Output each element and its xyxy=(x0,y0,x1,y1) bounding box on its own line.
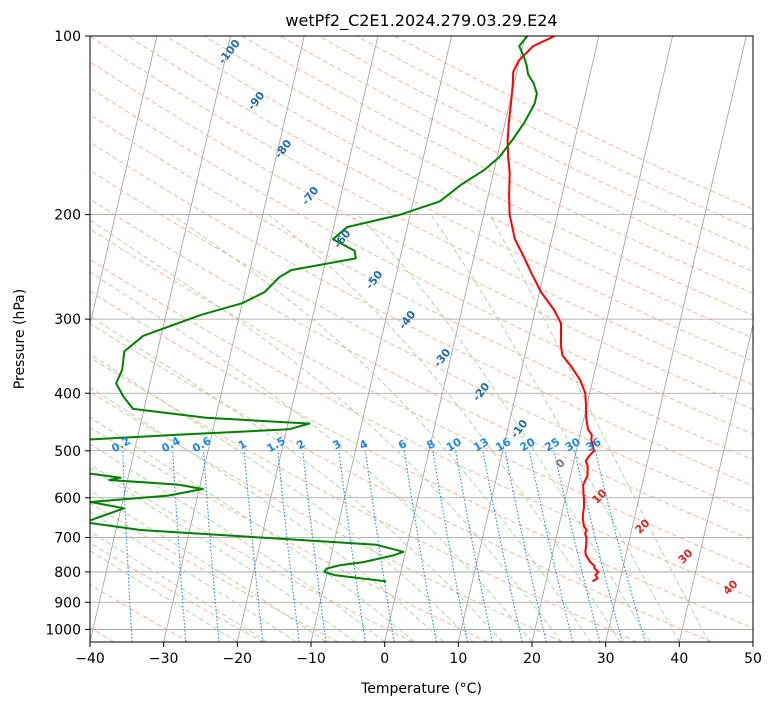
dry-adiabat-line xyxy=(90,61,753,410)
mixing-ratio-line xyxy=(553,450,601,642)
isotherm-line xyxy=(384,36,526,642)
mixing-ratio-line xyxy=(122,450,133,642)
y-tick-label: 300 xyxy=(54,312,81,328)
dry-adiabat-line xyxy=(165,36,753,339)
mixing-ratio-line xyxy=(504,450,547,642)
isotherm-line xyxy=(531,36,673,642)
moist-adiabat-line xyxy=(90,443,386,642)
moist-adiabat-line xyxy=(90,510,297,642)
moist-adiabat-line xyxy=(90,353,474,642)
y-tick-label: 900 xyxy=(54,595,81,611)
moist-adiabat-line xyxy=(90,219,562,642)
mixing-ratio-line xyxy=(455,450,493,642)
mixing-ratio-line xyxy=(573,450,623,642)
moist-adiabat-line xyxy=(90,386,444,642)
moist-adiabat-line xyxy=(171,214,592,642)
moist-adiabat-line xyxy=(90,489,326,642)
y-tick-label: 1000 xyxy=(45,622,81,638)
isotherm-line xyxy=(163,36,305,642)
x-tick-label: 0 xyxy=(380,651,389,667)
mixing-ratio-line xyxy=(202,450,220,642)
series-group xyxy=(90,36,600,583)
y-tick-label: 700 xyxy=(54,531,81,547)
moist-adiabat-line xyxy=(90,271,533,642)
x-tick-label: 50 xyxy=(744,651,762,667)
plot-area xyxy=(90,36,753,642)
y-axis-label: Pressure (hPa) xyxy=(12,289,28,389)
mixing-ratio-line xyxy=(594,450,646,642)
mixing-ratio-line xyxy=(482,450,523,642)
x-tick-label: −10 xyxy=(296,651,326,667)
temperature-line xyxy=(506,36,600,583)
isotherm-line xyxy=(90,36,158,327)
moist-adiabat-line xyxy=(90,467,356,642)
plot-frame xyxy=(89,35,754,643)
dry-adiabat-line xyxy=(90,36,753,386)
grid xyxy=(0,36,753,642)
x-tick-label: −40 xyxy=(75,651,105,667)
x-tick-label: −30 xyxy=(149,651,179,667)
isotherm-line xyxy=(90,36,231,642)
dry-adiabat-line xyxy=(90,198,753,541)
isotherm-line xyxy=(605,36,747,642)
isotherm-line xyxy=(752,640,753,642)
dewpoint-line xyxy=(90,36,538,583)
moist-adiabat-line xyxy=(90,315,503,642)
dry-adiabat-line xyxy=(90,169,753,514)
x-tick-label: −20 xyxy=(223,651,253,667)
isotherm-line xyxy=(310,36,452,642)
moist-adiabat-line xyxy=(268,214,621,642)
dry-adiabat-line xyxy=(90,141,753,487)
isotherm-line xyxy=(236,36,379,642)
y-tick-label: 500 xyxy=(54,444,81,460)
y-tick-label: 600 xyxy=(54,491,81,507)
mixing-ratio-line xyxy=(528,450,574,642)
axes: −40 −30 −20 −10 0 10 20 30 40 50 100 200 300 400 500 60… xyxy=(45,29,762,667)
x-tick-label: 20 xyxy=(523,651,541,667)
dry-adiabat-line xyxy=(90,323,712,642)
y-tick-label: 100 xyxy=(54,29,81,45)
dry-adiabat-line xyxy=(90,391,563,642)
moist-adiabat-line xyxy=(430,214,680,642)
y-tick-label: 200 xyxy=(54,208,81,224)
chart-title: wetPf2_C2E1.2024.279.03.29.E24 xyxy=(285,11,557,31)
x-tick-label: 10 xyxy=(449,651,467,667)
dry-adiabat-line xyxy=(203,36,753,316)
x-tick-label: 40 xyxy=(670,651,688,667)
y-tick-label: 800 xyxy=(54,565,81,581)
moist-adiabat-line xyxy=(90,416,415,642)
moist-adiabat-line xyxy=(357,214,651,642)
isotherm-line xyxy=(0,36,10,642)
isotherm-line xyxy=(678,322,753,642)
dry-adiabat-line xyxy=(90,290,753,629)
dry-adiabat-line xyxy=(127,36,753,362)
x-axis-label: Temperature (°C) xyxy=(360,681,482,697)
x-tick-label: 30 xyxy=(597,651,615,667)
dry-adiabat-line xyxy=(90,228,753,570)
dry-adiabat-line xyxy=(90,583,190,642)
y-tick-label: 400 xyxy=(54,386,81,402)
